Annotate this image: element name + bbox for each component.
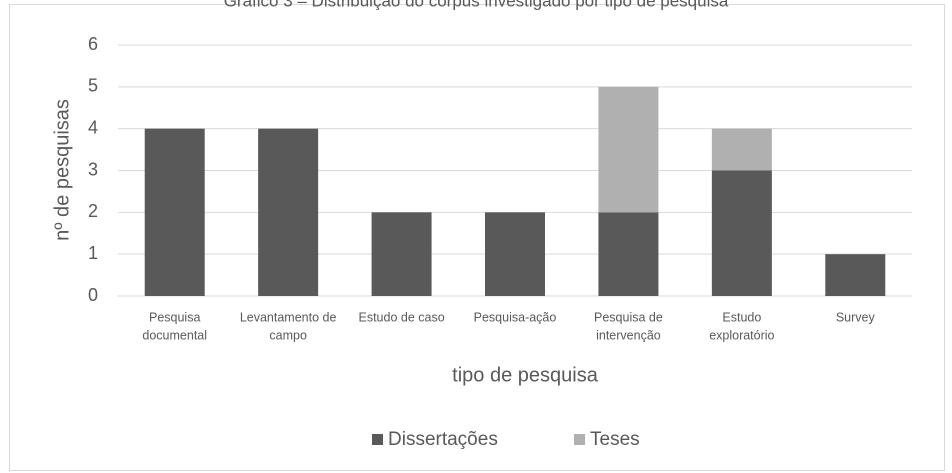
x-tick-label: Levantamento de <box>240 310 337 324</box>
y-tick-label: 0 <box>88 285 98 305</box>
x-tick-label: Survey <box>836 310 876 324</box>
bar-segment <box>711 170 772 296</box>
y-tick-label: 2 <box>88 201 98 221</box>
bar-segment <box>711 128 772 171</box>
x-tick-label: documental <box>142 328 207 342</box>
chart-title: Gráfico 3 – Distribuição do corpus inves… <box>224 0 729 10</box>
x-tick-label: Pesquisa <box>149 310 200 324</box>
y-axis-title: nº de pesquisas <box>51 99 73 241</box>
legend-label: Dissertações <box>388 429 498 450</box>
x-tick-label: intervenção <box>596 328 661 342</box>
x-tick-label: campo <box>269 328 307 342</box>
y-tick-label: 1 <box>88 243 98 263</box>
bar-segment <box>371 212 432 296</box>
y-tick-label: 3 <box>88 159 98 179</box>
bar-segment <box>485 212 545 296</box>
y-tick-label: 6 <box>88 34 98 54</box>
x-tick-label: Pesquisa-ação <box>474 310 557 324</box>
y-tick-label: 4 <box>88 117 98 137</box>
x-tick-label: exploratório <box>709 328 774 342</box>
x-tick-label: Estudo <box>722 310 761 324</box>
legend-swatch <box>372 434 383 445</box>
legend-label: Teses <box>590 429 640 450</box>
bar-segment <box>258 128 319 296</box>
x-axis-title: tipo de pesquisa <box>452 364 599 386</box>
bar-segment <box>144 128 205 296</box>
bar-segment <box>598 86 659 213</box>
x-tick-label: Pesquisa de <box>594 310 663 324</box>
bar-segment <box>825 254 886 296</box>
x-tick-label: Estudo de caso <box>358 310 444 324</box>
bar-segment <box>598 212 659 296</box>
y-tick-label: 5 <box>88 76 98 96</box>
legend-swatch <box>574 434 585 445</box>
